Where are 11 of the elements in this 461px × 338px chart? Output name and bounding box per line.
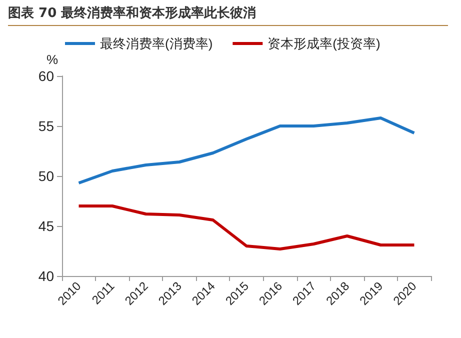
y-axis-title: % xyxy=(46,52,58,67)
y-tick-label: 45 xyxy=(38,218,54,234)
legend-label: 最终消费率(消费率) xyxy=(100,36,213,51)
y-tick-label: 40 xyxy=(38,268,54,284)
line-series xyxy=(77,204,416,250)
y-tick-label: 55 xyxy=(38,118,54,134)
legend-label: 资本形成率(投资率) xyxy=(268,36,380,51)
chart-title: 图表 70 最终消费率和资本形成率此长彼消 xyxy=(8,4,448,26)
y-tick-label: 60 xyxy=(38,68,54,84)
line-series xyxy=(77,116,416,184)
y-tick-label: 50 xyxy=(38,168,54,184)
